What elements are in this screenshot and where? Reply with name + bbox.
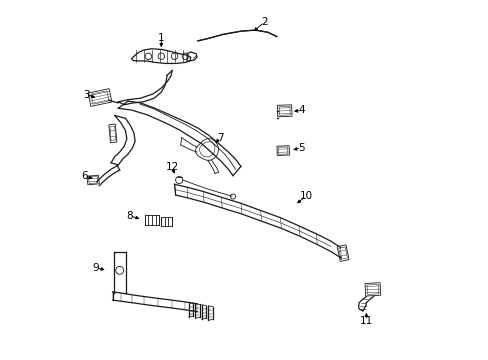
Text: 6: 6 <box>81 171 88 181</box>
Text: 10: 10 <box>299 191 312 201</box>
Text: 2: 2 <box>261 17 267 27</box>
Text: 9: 9 <box>92 263 99 273</box>
Text: 8: 8 <box>126 211 133 221</box>
Text: 5: 5 <box>297 143 304 153</box>
Text: 12: 12 <box>165 162 178 172</box>
Text: 3: 3 <box>82 90 89 100</box>
Text: 11: 11 <box>359 316 372 325</box>
Text: 1: 1 <box>158 33 164 43</box>
Text: 4: 4 <box>298 105 305 115</box>
Text: 7: 7 <box>216 133 223 143</box>
